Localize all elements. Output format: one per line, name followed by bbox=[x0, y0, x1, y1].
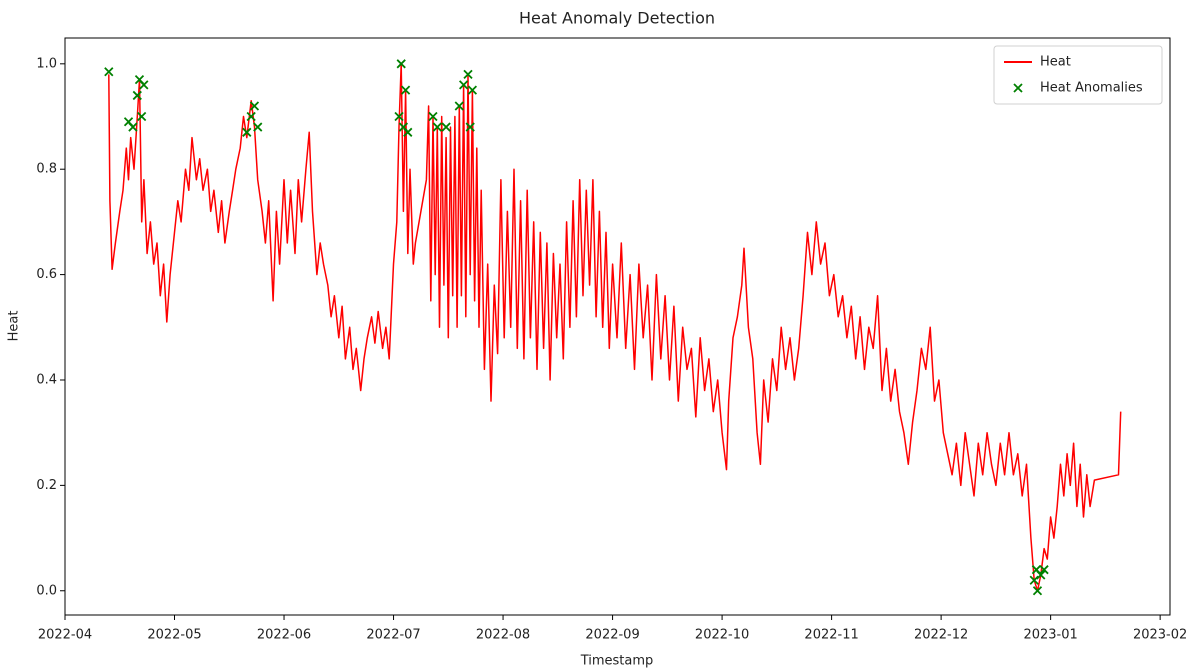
y-tick-label: 0.0 bbox=[36, 583, 57, 598]
anomaly-marker bbox=[132, 90, 142, 101]
anomaly-marker bbox=[394, 111, 404, 122]
legend-marker bbox=[1013, 83, 1023, 93]
anomaly-marker bbox=[465, 122, 475, 132]
y-axis-label: Heat bbox=[7, 311, 22, 342]
x-tick-label: 2022-09 bbox=[585, 628, 639, 643]
anomaly-marker bbox=[428, 111, 438, 122]
x-tick-label: 2022-12 bbox=[914, 628, 968, 643]
y-tick-label: 1.0 bbox=[36, 56, 57, 71]
anomaly-marker bbox=[1029, 575, 1039, 585]
anomaly-marker bbox=[1036, 570, 1046, 580]
x-tick-label: 2022-06 bbox=[257, 628, 311, 643]
y-tick-label: 0.2 bbox=[36, 478, 57, 493]
chart-title: Heat Anomaly Detection bbox=[519, 9, 715, 28]
x-tick-label: 2022-08 bbox=[476, 628, 530, 643]
anomaly-marker bbox=[403, 127, 413, 137]
anomaly-marker bbox=[441, 122, 451, 132]
x-axis-label: Timestamp bbox=[580, 654, 654, 669]
y-tick-label: 0.4 bbox=[36, 372, 57, 387]
anomaly-marker bbox=[400, 85, 411, 95]
legend-label: Heat bbox=[1040, 55, 1071, 70]
anomaly-marker bbox=[128, 122, 138, 132]
anomaly-marker bbox=[432, 122, 442, 132]
anomaly-marker bbox=[139, 80, 149, 90]
anomaly-marker bbox=[246, 111, 256, 122]
x-tick-label: 2023-02 bbox=[1133, 628, 1187, 643]
x-tick-label: 2022-11 bbox=[804, 628, 858, 643]
anomaly-marker bbox=[463, 69, 473, 79]
x-tick-label: 2022-07 bbox=[366, 628, 420, 643]
anomaly-marker bbox=[1032, 586, 1043, 596]
anomaly-marker bbox=[454, 101, 464, 111]
x-tick-label: 2023-01 bbox=[1023, 628, 1077, 643]
anomaly-marker bbox=[458, 80, 469, 90]
anomaly-marker bbox=[104, 67, 114, 77]
anomaly-marker bbox=[1039, 565, 1049, 575]
x-tick-label: 2022-04 bbox=[38, 628, 92, 643]
anomaly-marker bbox=[242, 127, 252, 137]
anomaly-marker bbox=[396, 59, 406, 69]
anomaly-marker bbox=[253, 122, 263, 132]
heat-line bbox=[108, 63, 1122, 592]
x-tick-label: 2022-10 bbox=[695, 628, 749, 643]
y-tick-label: 0.8 bbox=[36, 162, 57, 177]
legend-label: Heat Anomalies bbox=[1040, 81, 1143, 96]
anomaly-marker bbox=[467, 85, 478, 95]
x-tick-label: 2022-05 bbox=[147, 628, 201, 643]
y-tick-label: 0.6 bbox=[36, 267, 57, 282]
anomaly-marker bbox=[137, 111, 147, 122]
legend-box bbox=[993, 45, 1163, 105]
anomaly-marker bbox=[249, 101, 260, 111]
plot-frame bbox=[64, 37, 1171, 616]
